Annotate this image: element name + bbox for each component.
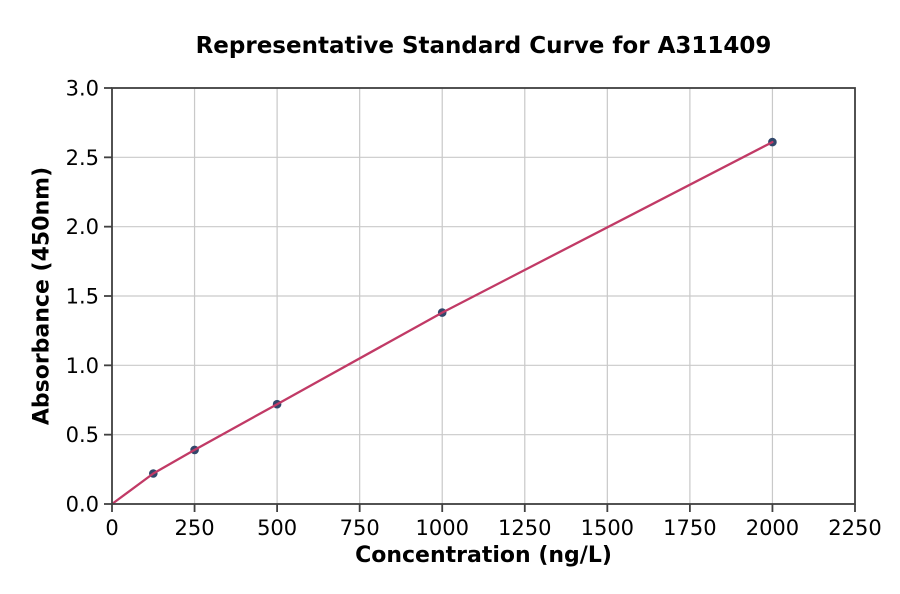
x-tick-label: 1000 [415,516,468,540]
y-tick-label: 0.0 [66,493,99,517]
fit-line [110,140,774,506]
x-tick-label: 2000 [746,516,799,540]
x-tick-label: 250 [175,516,215,540]
y-tick-label: 1.5 [66,285,99,309]
x-tick-label: 1250 [498,516,551,540]
x-tick-label: 750 [340,516,380,540]
y-tick-label: 1.0 [66,354,99,378]
x-tick-label: 0 [105,516,118,540]
x-tick-label: 1500 [581,516,634,540]
x-tick-label: 500 [257,516,297,540]
y-tick-label: 2.5 [66,146,99,170]
x-tick-label: 1750 [663,516,716,540]
x-axis-label: Concentration (ng/L) [355,543,612,568]
chart-title: Representative Standard Curve for A31140… [195,33,772,59]
y-tick-label: 3.0 [66,77,99,101]
y-tick-label: 2.0 [66,215,99,239]
x-tick-label: 2250 [828,516,881,540]
y-tick-label: 0.5 [66,423,99,447]
y-axis-label: Absorbance (450nm) [29,166,55,426]
